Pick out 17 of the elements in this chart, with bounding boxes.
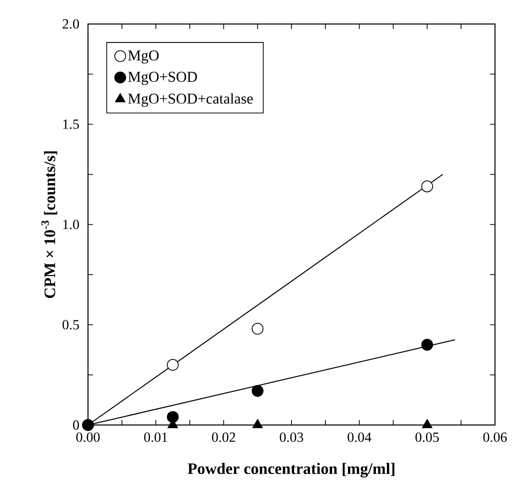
x-tick-label: 0.01	[144, 432, 168, 442]
y-tick-label: 0.5	[62, 320, 79, 330]
legend-label: MgO+SOD	[128, 72, 197, 85]
x-tick-label: 0.06	[483, 432, 507, 442]
x-tick-label: 0.03	[280, 432, 304, 442]
x-tick-label: 0.00	[76, 432, 100, 442]
legend-label: MgO	[128, 50, 159, 64]
y-tick-label: 0	[73, 420, 79, 430]
y-tick-label: 2.0	[62, 19, 79, 29]
legend-label: MgO+SOD+catalase	[128, 93, 253, 107]
y-tick-label: 1.5	[63, 120, 79, 129]
x-tick-label: 0.05	[415, 432, 439, 442]
y-axis-title: CPM × 10$^{-3}$ [counts/s]	[41, 151, 58, 298]
x-tick-label: 0.02	[212, 432, 236, 442]
x-tick-label: 0.04	[348, 432, 372, 442]
x-axis-title: Powder concentration [mg/ml]	[188, 462, 394, 478]
y-tick-label: 1.0	[63, 220, 79, 230]
